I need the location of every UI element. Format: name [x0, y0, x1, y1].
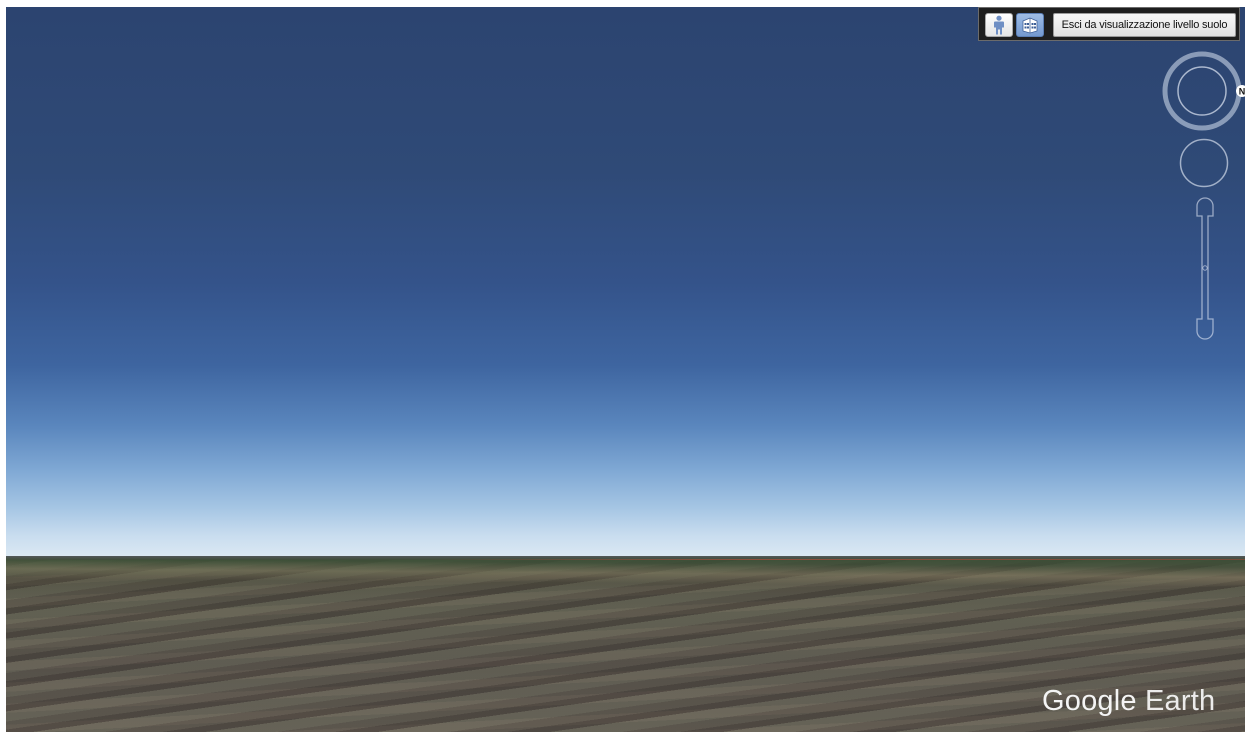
3d-buildings-button[interactable]: [1016, 13, 1044, 37]
look-joystick-icon[interactable]: [1179, 138, 1229, 188]
earth-3d-viewport[interactable]: [6, 7, 1245, 732]
compass-ring-icon[interactable]: [1162, 51, 1242, 131]
compass-north-marker[interactable]: N: [1236, 85, 1248, 97]
horizon-line: [6, 556, 1245, 560]
navigation-controls: N: [1162, 51, 1248, 340]
compass-north-label: N: [1239, 87, 1246, 97]
logo-word-earth: Earth: [1144, 685, 1216, 717]
street-view-person-button[interactable]: [985, 13, 1013, 37]
ground-terrain: [6, 560, 1245, 732]
google-earth-logo: Google Earth: [1042, 685, 1215, 718]
exit-ground-level-button[interactable]: Esci da visualizzazione livello suolo: [1053, 13, 1236, 37]
zoom-slider-icon[interactable]: [1196, 197, 1214, 340]
sky: [6, 7, 1245, 558]
ground-level-toolbar: Esci da visualizzazione livello suolo: [978, 7, 1240, 41]
logo-word-google: Google: [1042, 685, 1137, 717]
